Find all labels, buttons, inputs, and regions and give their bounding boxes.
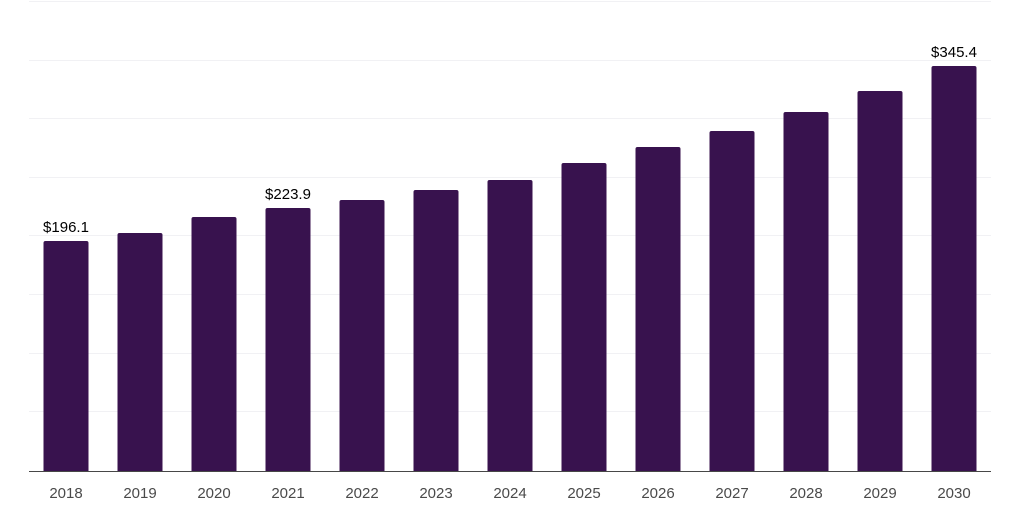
x-tick-2029: 2029: [863, 485, 897, 502]
value-label-2018: $196.1: [43, 219, 89, 236]
bar-slot-2025: [547, 2, 621, 471]
bar-2018[interactable]: [43, 241, 89, 471]
bar-slot-2029: [843, 2, 917, 471]
x-tick-2019: 2019: [123, 485, 157, 502]
x-tick-2023: 2023: [419, 485, 453, 502]
bar-2029[interactable]: [857, 91, 903, 471]
bar-slot-2019: [103, 2, 177, 471]
value-label-2021: $223.9: [265, 186, 311, 203]
bar-slot-2027: [695, 2, 769, 471]
gridline-400: [29, 1, 991, 2]
x-tick-2026: 2026: [641, 485, 675, 502]
x-tick-2027: 2027: [715, 485, 749, 502]
gridline-250: [29, 177, 991, 178]
x-tick-2018: 2018: [49, 485, 83, 502]
bars-row: $196.1 $223.9 $345.4: [29, 2, 991, 471]
bar-2019[interactable]: [117, 233, 163, 471]
bar-slot-2023: [399, 2, 473, 471]
gridline-300: [29, 118, 991, 119]
bar-slot-2020: [177, 2, 251, 471]
x-tick-2025: 2025: [567, 485, 601, 502]
bar-2027[interactable]: [709, 131, 755, 471]
bar-2030[interactable]: [931, 66, 977, 471]
gridline-350: [29, 60, 991, 61]
bar-2028[interactable]: [783, 112, 829, 471]
bar-2026[interactable]: [635, 147, 681, 471]
x-axis: 2018 2019 2020 2021 2022 2023 2024 2025 2026 2027…: [29, 472, 991, 512]
x-tick-2028: 2028: [789, 485, 823, 502]
bar-slot-2028: [769, 2, 843, 471]
bar-slot-2024: [473, 2, 547, 471]
x-tick-2030: 2030: [937, 485, 971, 502]
bar-slot-2018: $196.1: [29, 2, 103, 471]
bar-slot-2021: $223.9: [251, 2, 325, 471]
bar-2022[interactable]: [339, 200, 385, 471]
bar-2024[interactable]: [487, 180, 533, 471]
bar-slot-2026: [621, 2, 695, 471]
bar-2020[interactable]: [191, 217, 237, 471]
bar-slot-2022: [325, 2, 399, 471]
x-tick-2020: 2020: [197, 485, 231, 502]
bar-2025[interactable]: [561, 163, 607, 471]
x-tick-2022: 2022: [345, 485, 379, 502]
bar-2023[interactable]: [413, 190, 459, 471]
x-tick-2024: 2024: [493, 485, 527, 502]
x-tick-2021: 2021: [271, 485, 305, 502]
bar-slot-2030: $345.4: [917, 2, 991, 471]
value-label-2030: $345.4: [931, 44, 977, 61]
plot-area: $196.1 $223.9 $345.4: [29, 1, 991, 472]
bar-2021[interactable]: [265, 208, 311, 471]
